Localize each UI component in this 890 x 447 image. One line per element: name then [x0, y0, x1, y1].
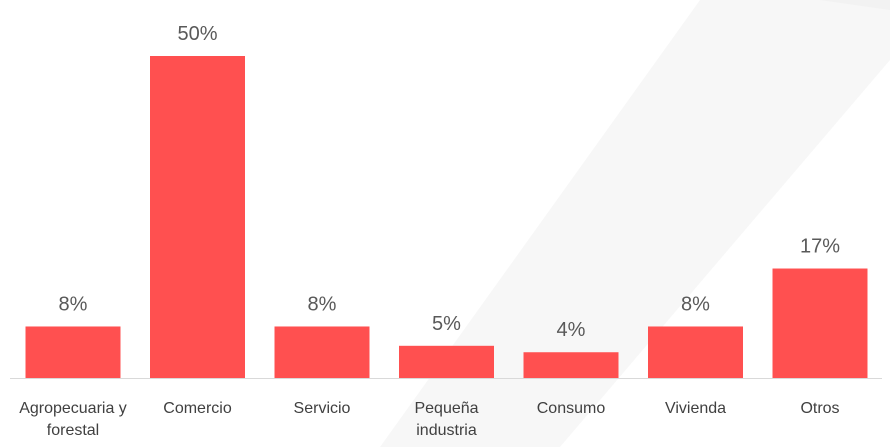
bar — [523, 352, 619, 378]
x-tick-label: Agropecuaria y forestal — [19, 400, 127, 439]
bar — [274, 326, 370, 378]
bar — [772, 268, 868, 378]
bar — [648, 326, 743, 378]
value-label: 8% — [308, 293, 337, 315]
x-tick-label: Vivienda — [664, 400, 727, 417]
x-tick-label: Consumo — [536, 400, 606, 417]
x-tick-label: Otros — [800, 400, 840, 417]
x-tick-label: Comercio — [163, 400, 232, 417]
value-label: 8% — [681, 293, 710, 315]
value-label: 17% — [800, 236, 840, 258]
bar — [399, 345, 494, 378]
background-shape — [820, 0, 890, 10]
x-tick-label: Pequeña industria — [414, 400, 479, 439]
x-tick-label: Servicio — [293, 400, 351, 417]
value-label: 8% — [59, 293, 88, 315]
value-label: 5% — [432, 313, 461, 335]
value-label: 50% — [177, 23, 217, 45]
bar — [150, 56, 245, 378]
value-label: 4% — [557, 319, 586, 341]
bar — [25, 326, 121, 378]
background-shape — [380, 0, 890, 447]
